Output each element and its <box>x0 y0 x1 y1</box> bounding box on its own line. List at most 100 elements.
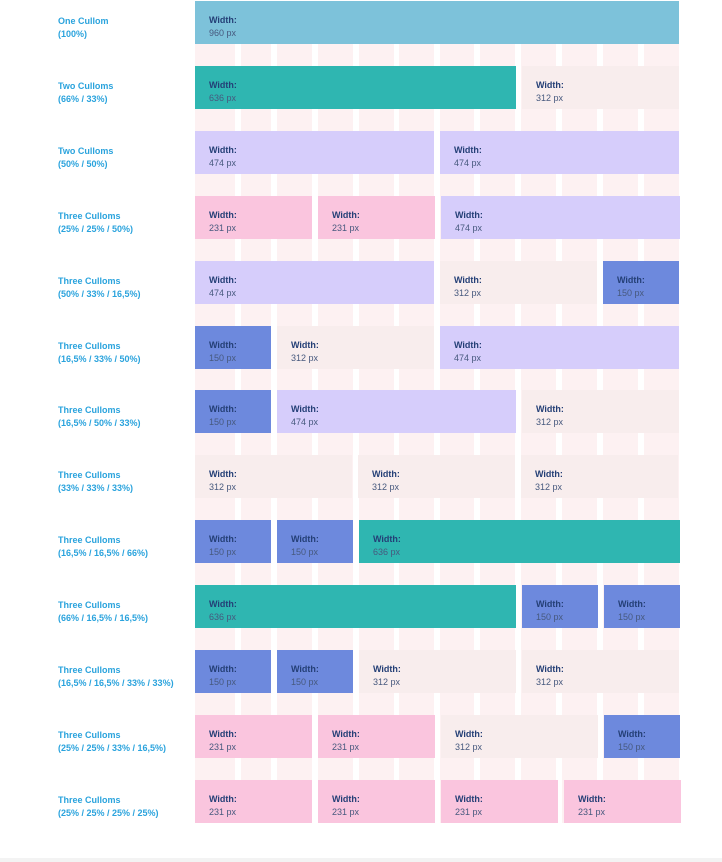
row-ratio: (50% / 50%) <box>58 159 108 169</box>
column-block: Width: 474 px <box>277 390 516 433</box>
width-value: 312 px <box>536 93 564 103</box>
column-block: Width: 636 px <box>359 520 680 563</box>
column-block: Width: 150 px <box>195 326 271 369</box>
width-value: 150 px <box>209 677 237 687</box>
width-label: Width: <box>536 599 564 609</box>
column-block: Width: 474 px <box>440 326 679 369</box>
row-label: Three Culloms (25% / 25% / 25% / 25%) <box>58 794 188 820</box>
row-ratio: (25% / 25% / 50%) <box>58 224 134 234</box>
row-label: Three Culloms (16,5% / 33% / 50%) <box>58 340 188 366</box>
row-ratio: (16,5% / 16,5% / 66%) <box>58 548 149 558</box>
width-value: 474 px <box>291 417 319 427</box>
column-block: Width: 150 px <box>604 585 680 628</box>
width-label: Width: <box>454 145 482 155</box>
row-ratio: (16,5% / 16,5% / 33% / 33%) <box>58 678 174 688</box>
width-value: 231 px <box>209 807 237 817</box>
width-label: Width: <box>209 275 237 285</box>
row-label: Three Culloms (16,5% / 16,5% / 66%) <box>58 534 188 560</box>
row-label: Three Culloms (16,5% / 50% / 33%) <box>58 404 188 430</box>
width-label: Width: <box>454 340 482 350</box>
width-label: Width: <box>618 599 646 609</box>
width-value: 150 px <box>618 742 646 752</box>
width-value: 312 px <box>291 353 319 363</box>
width-value: 636 px <box>373 547 401 557</box>
width-value: 231 px <box>332 223 360 233</box>
width-value: 150 px <box>618 612 646 622</box>
width-value: 312 px <box>372 482 400 492</box>
column-block: Width: 474 px <box>441 196 680 239</box>
width-label: Width: <box>291 534 319 544</box>
width-label: Width: <box>536 664 564 674</box>
width-label: Width: <box>373 534 401 544</box>
column-block: Width: 636 px <box>195 66 516 109</box>
row-label: Three Culloms (25% / 25% / 50%) <box>58 210 188 236</box>
row-label: Two Culloms (50% / 50%) <box>58 145 188 171</box>
width-label: Width: <box>209 794 237 804</box>
row-title: Two Culloms <box>58 81 114 91</box>
row-label: One Cullom (100%) <box>58 15 188 41</box>
column-block: Width: 150 px <box>195 390 271 433</box>
row-label: Three Culloms (25% / 25% / 33% / 16,5%) <box>58 729 188 755</box>
column-block: Width: 150 px <box>522 585 598 628</box>
row-title: Three Culloms <box>58 470 121 480</box>
width-value: 636 px <box>209 612 237 622</box>
width-value: 150 px <box>291 677 319 687</box>
width-label: Width: <box>455 729 483 739</box>
width-value: 636 px <box>209 93 237 103</box>
column-block: Width: 474 px <box>440 131 679 174</box>
width-label: Width: <box>373 664 401 674</box>
column-block: Width: 312 px <box>277 326 434 369</box>
column-block: Width: 231 px <box>195 715 312 758</box>
row-label: Three Culloms (16,5% / 16,5% / 33% / 33%) <box>58 664 188 690</box>
width-value: 150 px <box>209 417 237 427</box>
width-value: 312 px <box>373 677 401 687</box>
column-block: Width: 312 px <box>440 261 597 304</box>
row-title: One Cullom <box>58 16 109 26</box>
width-value: 312 px <box>454 288 482 298</box>
width-value: 312 px <box>536 677 564 687</box>
width-label: Width: <box>209 340 237 350</box>
row-ratio: (33% / 33% / 33%) <box>58 483 134 493</box>
width-label: Width: <box>209 664 237 674</box>
width-value: 312 px <box>455 742 483 752</box>
column-block: Width: 231 px <box>318 715 435 758</box>
row-label: Three Culloms (50% / 33% / 16,5%) <box>58 275 188 301</box>
width-label: Width: <box>209 534 237 544</box>
width-label: Width: <box>535 469 563 479</box>
column-block: Width: 312 px <box>522 650 679 693</box>
width-label: Width: <box>209 469 237 479</box>
row-label: Three Culloms (66% / 16,5% / 16,5%) <box>58 599 188 625</box>
column-block: Width: 312 px <box>359 650 516 693</box>
column-block: Width: 150 px <box>195 650 271 693</box>
column-block: Width: 231 px <box>195 780 312 823</box>
row-title: Three Culloms <box>58 405 121 415</box>
column-block: Width: 312 px <box>521 455 678 498</box>
row-title: Three Culloms <box>58 341 121 351</box>
width-value: 231 px <box>332 742 360 752</box>
row-ratio: (25% / 25% / 33% / 16,5%) <box>58 743 167 753</box>
width-value: 150 px <box>617 288 645 298</box>
bottom-divider <box>0 858 722 862</box>
row-title: Three Culloms <box>58 795 121 805</box>
column-block: Width: 231 px <box>195 196 312 239</box>
width-value: 231 px <box>209 742 237 752</box>
width-value: 231 px <box>455 807 483 817</box>
width-label: Width: <box>291 340 319 350</box>
column-block: Width: 960 px <box>195 1 679 44</box>
width-value: 231 px <box>209 223 237 233</box>
width-label: Width: <box>209 404 237 414</box>
width-value: 474 px <box>454 158 482 168</box>
width-label: Width: <box>617 275 645 285</box>
column-block: Width: 312 px <box>358 455 515 498</box>
row-title: Three Culloms <box>58 276 121 286</box>
column-block: Width: 312 px <box>522 66 679 109</box>
column-block: Width: 150 px <box>277 650 353 693</box>
column-block: Width: 474 px <box>195 131 434 174</box>
width-label: Width: <box>332 794 360 804</box>
width-label: Width: <box>536 404 564 414</box>
width-label: Width: <box>332 210 360 220</box>
width-label: Width: <box>291 404 319 414</box>
row-ratio: (66% / 16,5% / 16,5%) <box>58 613 149 623</box>
width-value: 312 px <box>535 482 563 492</box>
row-ratio: (16,5% / 50% / 33%) <box>58 418 141 428</box>
